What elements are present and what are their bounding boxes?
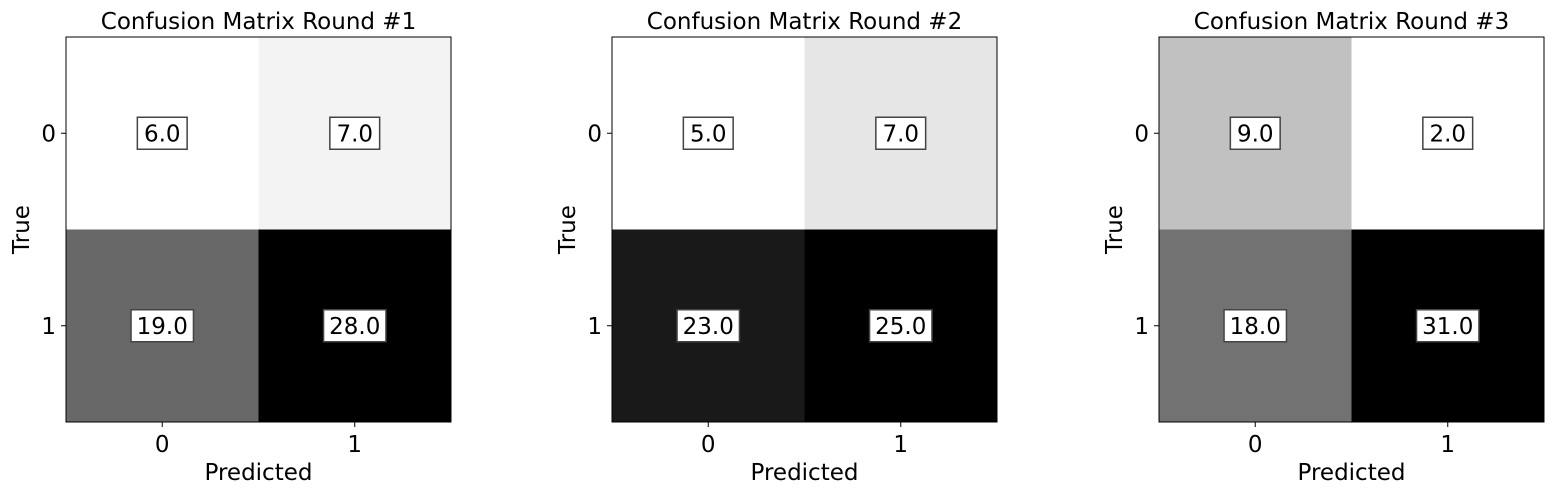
plot-frame bbox=[65, 36, 452, 423]
chart-title: Confusion Matrix Round #3 bbox=[1194, 9, 1509, 35]
x-axis-label: Predicted bbox=[1298, 460, 1406, 486]
value-label-box bbox=[136, 116, 188, 150]
value-label-r0-c0: 9.0 bbox=[1237, 121, 1274, 147]
chart-title: Confusion Matrix Round #1 bbox=[101, 9, 416, 35]
x-axis-label: Predicted bbox=[205, 460, 313, 486]
confusion-matrix-panel-3: 9.0 2.0 18.0 31.0 0 1 0 1 Confusion Matrix Round… bbox=[1102, 9, 1545, 486]
value-label-box bbox=[130, 309, 195, 343]
value-label-r0-c1: 7.0 bbox=[336, 121, 373, 147]
value-label-box bbox=[329, 116, 381, 150]
value-label-r0-c1: 7.0 bbox=[882, 121, 919, 147]
y-tick-label-1: 1 bbox=[1134, 314, 1149, 340]
y-axis-label: True bbox=[1102, 205, 1128, 255]
x-axis-label: Predicted bbox=[751, 460, 859, 486]
value-label-box bbox=[868, 309, 933, 343]
y-tick-label-1: 1 bbox=[587, 314, 602, 340]
plot-frame bbox=[611, 36, 998, 423]
y-tick-label-0: 0 bbox=[41, 121, 56, 147]
value-label-r1-c0: 19.0 bbox=[137, 314, 188, 340]
x-tick-label-0: 0 bbox=[155, 432, 170, 458]
y-tick-label-1: 1 bbox=[41, 314, 56, 340]
x-tick-label-1: 1 bbox=[1440, 432, 1455, 458]
y-axis-label: True bbox=[555, 205, 581, 255]
y-tick-label-0: 0 bbox=[1134, 121, 1149, 147]
value-label-r1-c1: 31.0 bbox=[1422, 314, 1473, 340]
value-label-box bbox=[1223, 309, 1288, 343]
value-label-box bbox=[875, 116, 927, 150]
value-label-r0-c0: 5.0 bbox=[690, 121, 727, 147]
y-tick-label-0: 0 bbox=[587, 121, 602, 147]
value-label-r1-c0: 18.0 bbox=[1230, 314, 1281, 340]
value-label-box bbox=[1422, 116, 1474, 150]
value-label-r0-c1: 2.0 bbox=[1429, 121, 1466, 147]
x-tick-label-1: 1 bbox=[893, 432, 908, 458]
value-label-r0-c0: 6.0 bbox=[144, 121, 181, 147]
value-label-box bbox=[682, 116, 734, 150]
x-tick-label-0: 0 bbox=[1248, 432, 1263, 458]
value-label-r1-c0: 23.0 bbox=[683, 314, 734, 340]
value-label-r1-c1: 28.0 bbox=[329, 314, 380, 340]
chart-title: Confusion Matrix Round #2 bbox=[647, 9, 962, 35]
confusion-matrix-panel-1: 6.0 7.0 19.0 28.0 0 1 0 1 Confusion Matrix Round… bbox=[9, 9, 452, 486]
x-tick-label-0: 0 bbox=[701, 432, 716, 458]
value-label-box bbox=[1415, 309, 1480, 343]
confusion-matrix-panel-2: 5.0 7.0 23.0 25.0 0 1 0 1 Confusion Matrix Round… bbox=[555, 9, 998, 486]
x-tick-label-1: 1 bbox=[347, 432, 362, 458]
value-label-box bbox=[1229, 116, 1281, 150]
value-label-box bbox=[322, 309, 387, 343]
plot-frame bbox=[1158, 36, 1545, 423]
y-axis-label: True bbox=[9, 205, 35, 255]
value-label-box bbox=[676, 309, 741, 343]
value-label-r1-c1: 25.0 bbox=[875, 314, 926, 340]
